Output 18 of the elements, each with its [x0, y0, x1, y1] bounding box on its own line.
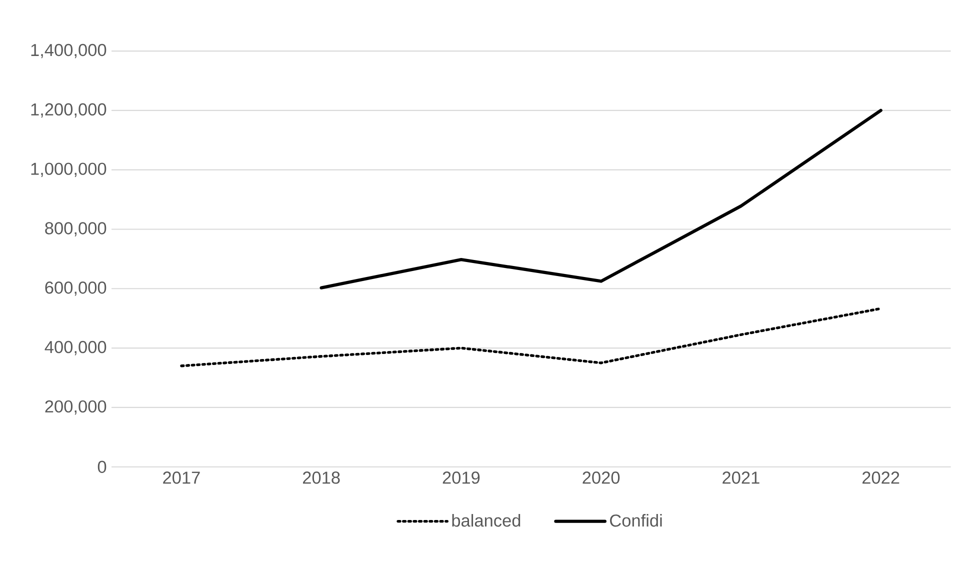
y-tick-label: 400,000 [44, 340, 106, 356]
legend-label: Confidi [610, 514, 662, 527]
y-tick-label: 1,000,000 [31, 162, 106, 177]
x-tick-label: 2020 [582, 471, 620, 484]
line-series [320, 108, 882, 290]
line-series [180, 307, 882, 368]
y-tick-label: 1,200,000 [31, 103, 106, 118]
legend-label: balanced [452, 514, 520, 527]
y-tick-label: 0 [98, 460, 106, 473]
y-tick-label: 800,000 [45, 222, 106, 236]
x-tick-label: 2018 [302, 471, 340, 484]
y-tick-label: 200,000 [45, 400, 106, 415]
x-tick-label: 2019 [442, 471, 480, 484]
x-tick-label: 2017 [163, 471, 200, 484]
y-tick-label: 1,400,000 [31, 44, 106, 58]
y-tick-label: 600,000 [45, 281, 106, 296]
x-tick-label: 2021 [722, 471, 760, 484]
x-tick-label: 2022 [862, 471, 900, 484]
